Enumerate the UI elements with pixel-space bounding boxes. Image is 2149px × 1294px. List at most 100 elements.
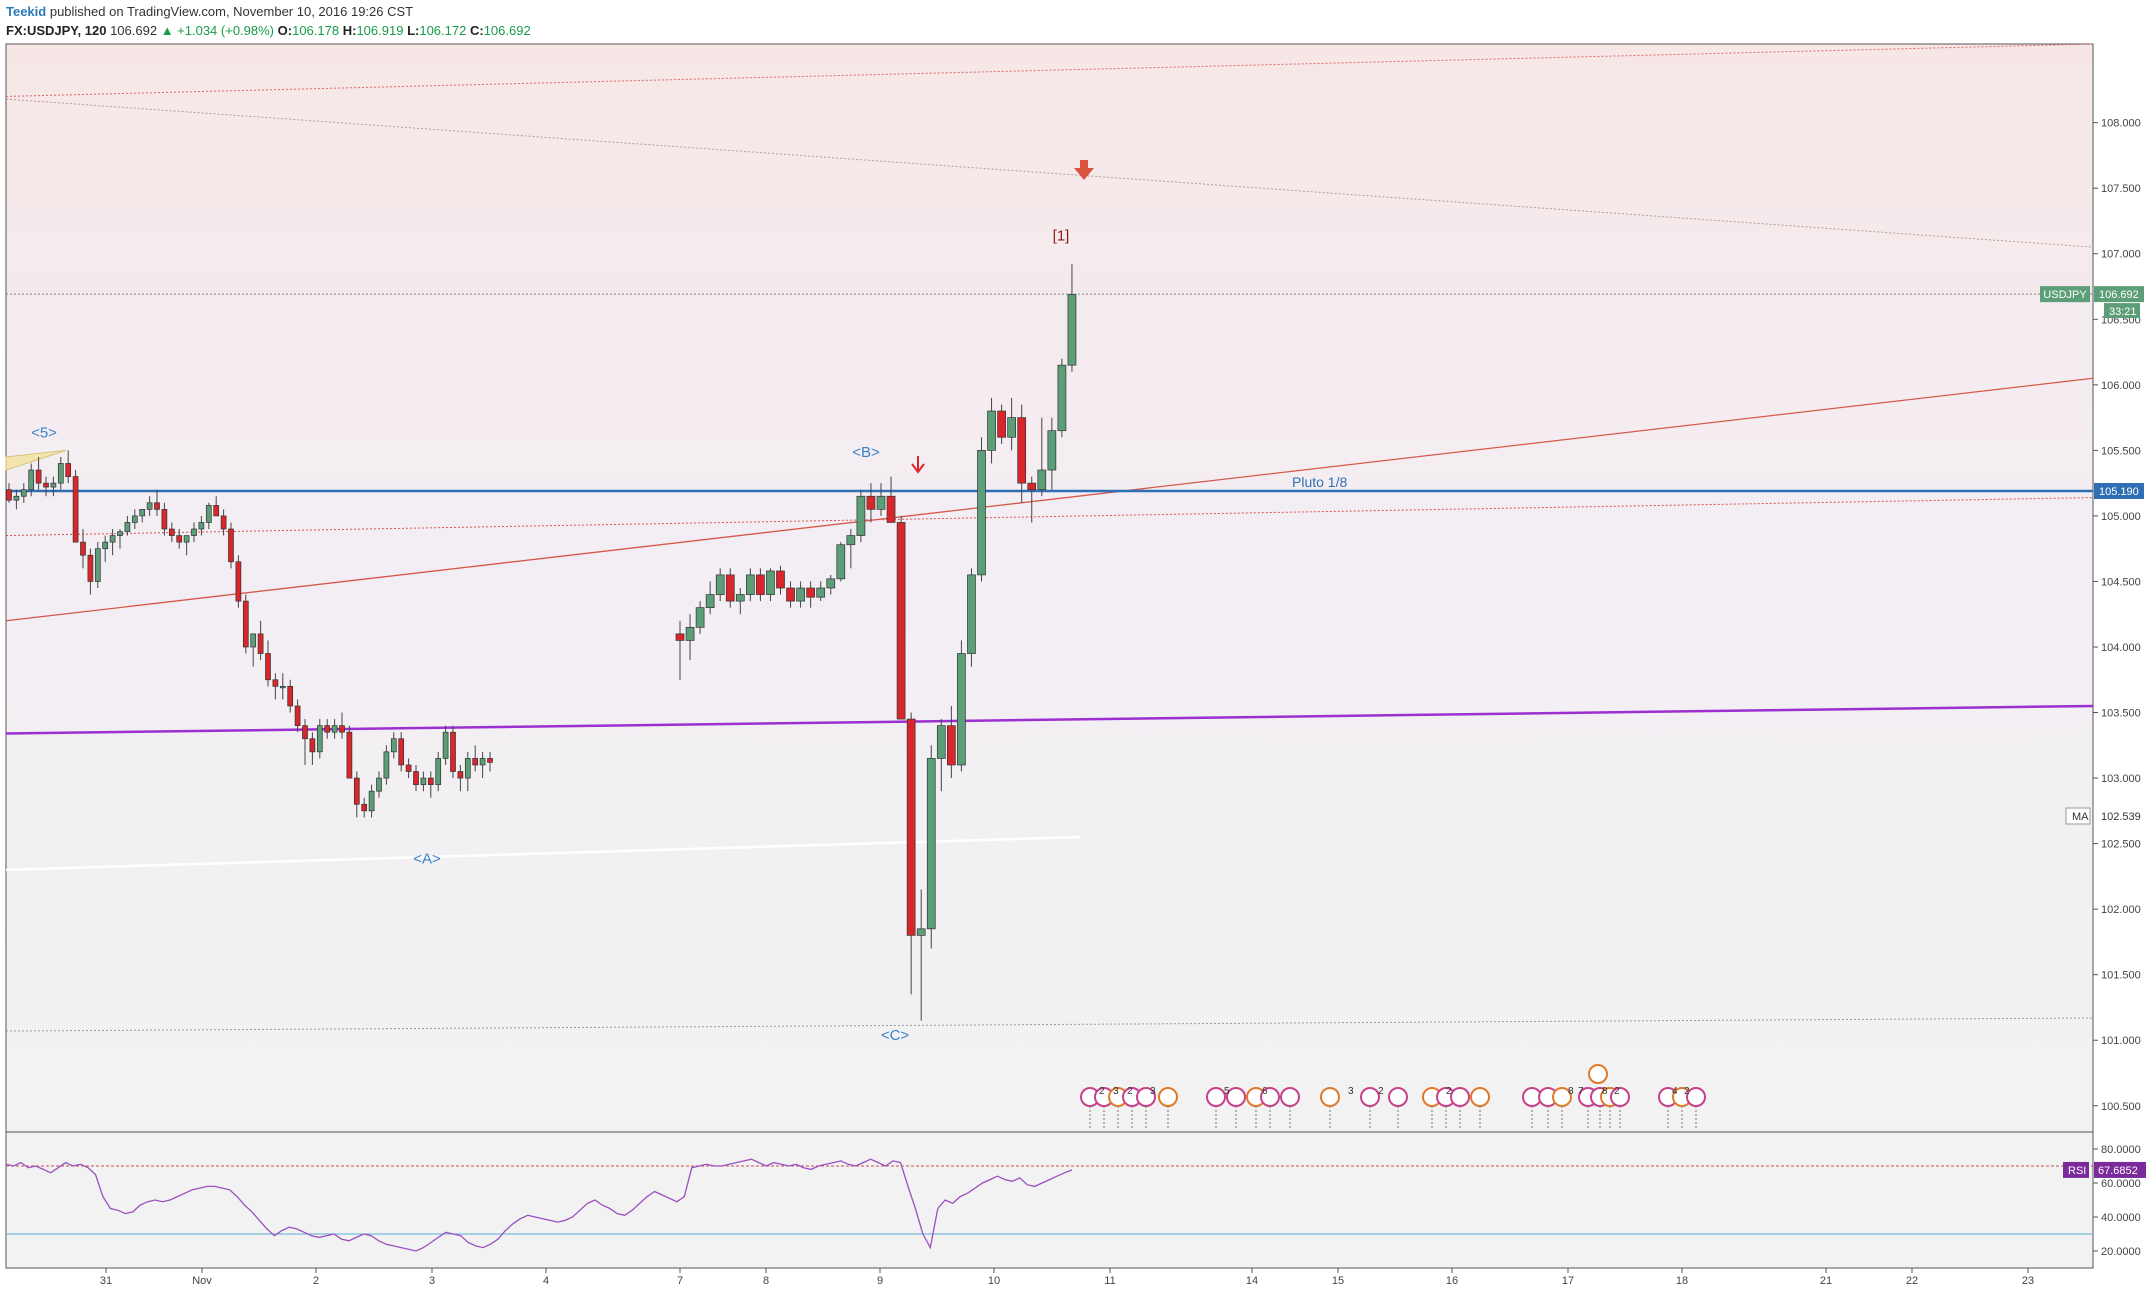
candle[interactable]: [796, 587, 805, 602]
candle[interactable]: [427, 777, 434, 785]
candle[interactable]: [705, 594, 715, 609]
candle[interactable]: [997, 410, 1006, 438]
candle[interactable]: [20, 489, 27, 497]
candle[interactable]: [987, 410, 996, 451]
candle[interactable]: [161, 508, 168, 530]
candle[interactable]: [368, 790, 375, 812]
economic-event-icon[interactable]: [1470, 1087, 1490, 1107]
candle[interactable]: [376, 777, 382, 792]
candle[interactable]: [205, 505, 212, 523]
candle[interactable]: [183, 535, 190, 543]
candle[interactable]: [786, 587, 795, 602]
red-trend-line[interactable]: [5, 377, 2094, 622]
candle[interactable]: [916, 928, 926, 936]
candle[interactable]: [479, 758, 486, 766]
candle[interactable]: [353, 777, 360, 805]
candle[interactable]: [936, 725, 946, 759]
candle[interactable]: [28, 469, 35, 491]
candle[interactable]: [816, 587, 826, 598]
candle[interactable]: [168, 528, 175, 536]
candle[interactable]: [836, 544, 846, 580]
candle[interactable]: [826, 578, 836, 589]
candle[interactable]: [316, 725, 323, 753]
candle[interactable]: [725, 574, 735, 602]
candle[interactable]: [257, 633, 264, 654]
candle[interactable]: [1047, 430, 1057, 471]
candle[interactable]: [756, 574, 765, 595]
candle[interactable]: [220, 515, 227, 530]
economic-event-icon[interactable]: [1610, 1087, 1630, 1107]
candle[interactable]: [13, 495, 20, 501]
economic-event-icon[interactable]: [1686, 1087, 1706, 1107]
candle[interactable]: [124, 522, 131, 532]
candle[interactable]: [420, 777, 427, 785]
candle[interactable]: [331, 725, 338, 733]
candle[interactable]: [198, 522, 205, 530]
candle[interactable]: [265, 653, 271, 681]
candle[interactable]: [946, 725, 956, 766]
candle[interactable]: [457, 771, 464, 779]
candle[interactable]: [346, 731, 353, 779]
candle[interactable]: [6, 489, 12, 501]
candle[interactable]: [65, 463, 72, 477]
candle[interactable]: [57, 463, 64, 484]
candle[interactable]: [191, 528, 197, 536]
candle[interactable]: [442, 731, 449, 759]
candle[interactable]: [309, 738, 316, 753]
candle[interactable]: [846, 535, 856, 546]
candle[interactable]: [886, 495, 896, 523]
candle[interactable]: [250, 633, 257, 648]
candle[interactable]: [695, 607, 705, 628]
candle[interactable]: [294, 705, 301, 726]
economic-event-icon[interactable]: [1260, 1087, 1280, 1107]
candle[interactable]: [464, 758, 471, 779]
candle[interactable]: [685, 626, 695, 641]
candle[interactable]: [80, 541, 86, 556]
candle[interactable]: [977, 450, 986, 576]
candle[interactable]: [776, 570, 785, 589]
candle[interactable]: [1017, 417, 1027, 484]
candle[interactable]: [72, 476, 79, 543]
candle[interactable]: [413, 771, 419, 785]
candle[interactable]: [806, 587, 816, 598]
candle[interactable]: [896, 522, 906, 720]
candle[interactable]: [131, 515, 138, 523]
candle[interactable]: [94, 548, 101, 582]
candle[interactable]: [109, 535, 116, 543]
candle[interactable]: [154, 502, 160, 510]
candle[interactable]: [1037, 469, 1047, 491]
candle[interactable]: [228, 528, 234, 563]
author-link[interactable]: Teekid: [6, 4, 47, 19]
candle[interactable]: [1057, 364, 1067, 432]
economic-event-icon[interactable]: [1320, 1087, 1340, 1107]
economic-event-icon[interactable]: [1360, 1087, 1380, 1107]
candle[interactable]: [390, 738, 397, 753]
candle[interactable]: [1027, 482, 1037, 491]
candle[interactable]: [242, 600, 249, 648]
candle[interactable]: [1007, 417, 1017, 438]
candle[interactable]: [435, 758, 442, 785]
candle[interactable]: [487, 758, 493, 763]
candle[interactable]: [339, 725, 345, 733]
candle[interactable]: [450, 731, 456, 772]
candle[interactable]: [405, 764, 412, 772]
economic-event-icon[interactable]: [1206, 1087, 1226, 1107]
economic-event-icon[interactable]: [1136, 1087, 1156, 1107]
candle[interactable]: [50, 482, 57, 488]
candle[interactable]: [735, 594, 745, 602]
rsi-line[interactable]: [5, 1158, 1073, 1252]
candle[interactable]: [856, 495, 866, 536]
candle[interactable]: [235, 561, 242, 602]
economic-event-icon[interactable]: [1158, 1087, 1178, 1107]
candle[interactable]: [272, 679, 279, 687]
candle[interactable]: [361, 803, 368, 812]
candle[interactable]: [926, 758, 936, 930]
candle[interactable]: [1067, 294, 1077, 366]
candle[interactable]: [43, 482, 49, 488]
economic-event-icon[interactable]: [1280, 1087, 1300, 1107]
candle[interactable]: [176, 535, 183, 543]
economic-event-icon[interactable]: [1588, 1064, 1608, 1084]
economic-event-icon[interactable]: [1552, 1087, 1572, 1107]
candle[interactable]: [766, 570, 775, 595]
